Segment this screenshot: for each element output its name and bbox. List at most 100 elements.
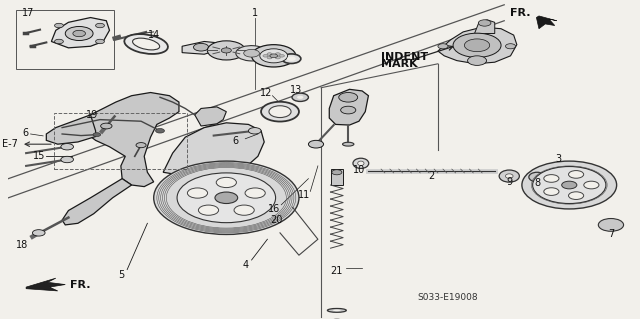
Circle shape [54, 39, 63, 44]
Text: 10: 10 [353, 165, 365, 175]
Circle shape [215, 192, 237, 204]
Polygon shape [46, 115, 95, 144]
Polygon shape [26, 278, 65, 291]
Text: 3: 3 [555, 154, 561, 165]
Text: MARK: MARK [381, 59, 418, 70]
Polygon shape [536, 16, 557, 29]
Circle shape [260, 49, 287, 63]
Circle shape [568, 192, 584, 199]
Text: 14: 14 [148, 30, 160, 40]
Text: 6: 6 [22, 128, 28, 138]
Polygon shape [329, 89, 369, 125]
Text: 8: 8 [534, 178, 540, 188]
Text: 7: 7 [608, 229, 614, 240]
Circle shape [562, 181, 577, 189]
Text: FR.: FR. [70, 279, 91, 290]
Circle shape [438, 44, 448, 49]
Circle shape [267, 56, 272, 59]
Circle shape [136, 143, 146, 148]
Polygon shape [438, 27, 517, 64]
Circle shape [453, 33, 501, 57]
Text: FR.: FR. [510, 8, 531, 19]
Circle shape [270, 54, 278, 58]
Circle shape [61, 144, 74, 150]
Circle shape [267, 53, 272, 55]
Ellipse shape [342, 142, 354, 146]
Circle shape [275, 53, 280, 55]
Circle shape [532, 167, 606, 204]
Ellipse shape [333, 309, 340, 311]
Ellipse shape [499, 170, 520, 182]
Circle shape [252, 45, 296, 67]
Ellipse shape [244, 49, 259, 57]
Ellipse shape [529, 172, 545, 182]
Circle shape [95, 39, 104, 44]
Text: 17: 17 [22, 8, 35, 18]
Circle shape [598, 219, 623, 231]
Circle shape [95, 23, 104, 28]
Circle shape [282, 54, 301, 63]
Circle shape [263, 55, 268, 57]
Circle shape [207, 41, 245, 60]
Circle shape [275, 56, 280, 59]
Text: 16: 16 [268, 204, 280, 214]
Polygon shape [163, 123, 264, 177]
Circle shape [93, 133, 100, 137]
Circle shape [193, 43, 209, 51]
Circle shape [33, 230, 45, 236]
Text: 1: 1 [252, 8, 258, 18]
Polygon shape [474, 20, 495, 33]
Polygon shape [88, 93, 179, 187]
Circle shape [465, 39, 490, 52]
Text: INDENT: INDENT [381, 52, 428, 63]
Text: 2: 2 [428, 171, 435, 181]
Text: 4: 4 [242, 260, 248, 270]
Circle shape [339, 93, 358, 102]
Text: 5: 5 [118, 270, 124, 280]
Text: 9: 9 [506, 177, 513, 187]
Circle shape [188, 188, 207, 198]
Text: 12: 12 [260, 87, 272, 98]
Text: 15: 15 [33, 151, 45, 161]
Circle shape [308, 140, 324, 148]
Polygon shape [195, 107, 227, 126]
Circle shape [332, 170, 342, 175]
Ellipse shape [236, 46, 268, 61]
Circle shape [156, 129, 164, 133]
Circle shape [584, 181, 599, 189]
Ellipse shape [506, 174, 513, 178]
Polygon shape [62, 179, 132, 225]
Circle shape [568, 171, 584, 178]
Circle shape [234, 205, 254, 215]
Circle shape [544, 174, 559, 182]
Polygon shape [51, 18, 109, 48]
Text: E-7: E-7 [2, 139, 18, 149]
Ellipse shape [261, 102, 299, 122]
Polygon shape [182, 41, 220, 54]
Ellipse shape [358, 161, 364, 166]
Text: 11: 11 [298, 189, 310, 200]
Circle shape [177, 173, 276, 223]
Circle shape [544, 188, 559, 196]
Ellipse shape [124, 34, 168, 54]
Text: 6: 6 [233, 136, 239, 146]
Circle shape [522, 161, 616, 209]
Ellipse shape [328, 308, 346, 312]
Circle shape [100, 123, 112, 129]
Circle shape [61, 156, 74, 163]
Polygon shape [330, 169, 343, 185]
Circle shape [221, 48, 232, 53]
Circle shape [297, 96, 303, 99]
Ellipse shape [353, 158, 369, 168]
Ellipse shape [132, 38, 159, 50]
Text: S033-E19008: S033-E19008 [417, 293, 477, 302]
Circle shape [340, 106, 356, 114]
Circle shape [248, 128, 261, 134]
Text: 20: 20 [271, 215, 283, 225]
Circle shape [73, 30, 86, 37]
Circle shape [54, 23, 63, 28]
Circle shape [292, 93, 308, 101]
Text: 21: 21 [331, 265, 343, 276]
Circle shape [245, 188, 265, 198]
Text: 13: 13 [290, 85, 302, 95]
